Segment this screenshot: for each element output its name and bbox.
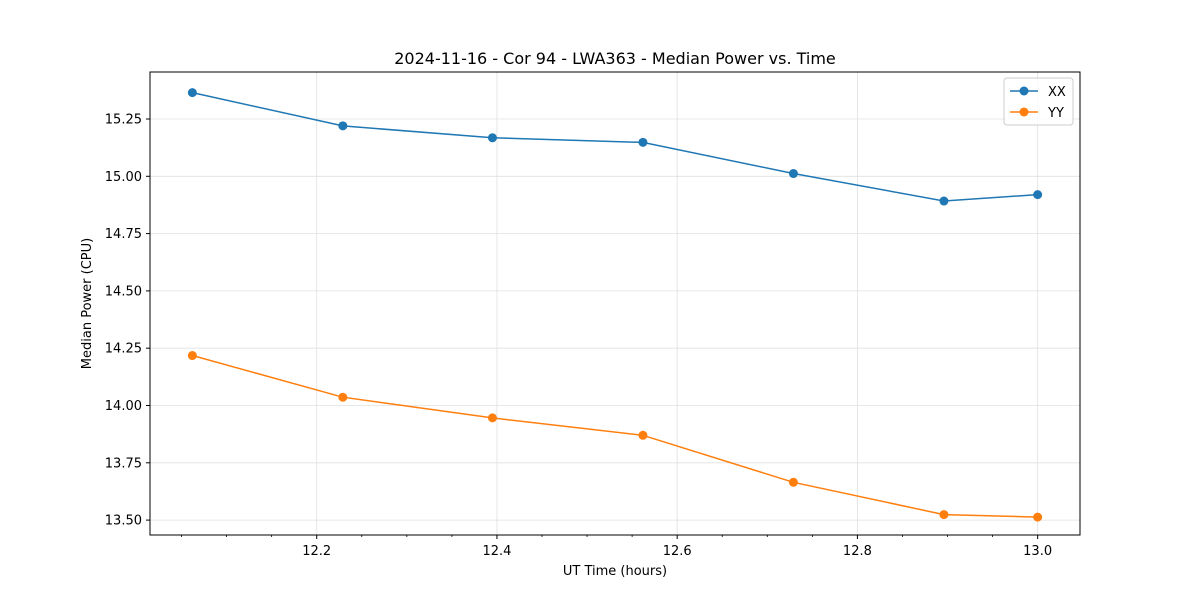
chart-title: 2024-11-16 - Cor 94 - LWA363 - Median Po… [394, 49, 836, 68]
y-tick-label: 14.50 [105, 284, 142, 299]
legend-label-xx: XX [1048, 85, 1066, 100]
data-point-yy [1033, 512, 1043, 522]
x-axis-label: UT Time (hours) [563, 564, 667, 579]
x-axis: 12.2 12.4 12.6 12.8 13.0 [181, 535, 1052, 559]
data-point-yy [788, 477, 798, 487]
data-point-xx [487, 133, 497, 143]
data-point-xx [788, 169, 798, 179]
data-point-xx [939, 196, 949, 206]
data-point-xx [338, 121, 348, 131]
plot-area [149, 71, 1081, 536]
data-point-xx [187, 88, 197, 98]
series-layer [187, 88, 1043, 522]
legend-label-yy: YY [1047, 106, 1064, 121]
data-point-xx [1033, 190, 1043, 200]
legend-swatch-marker-yy [1019, 107, 1029, 117]
data-point-yy [638, 430, 648, 440]
x-tick-label: 12.2 [302, 544, 331, 559]
x-tick-label: 12.4 [482, 544, 511, 559]
data-point-yy [939, 510, 949, 520]
y-tick-label: 15.00 [105, 170, 142, 185]
data-point-yy [487, 413, 497, 423]
legend: XX YY [1003, 77, 1074, 126]
x-tick-label: 12.6 [663, 544, 692, 559]
data-point-yy [187, 351, 197, 361]
legend-swatch-marker-xx [1019, 86, 1029, 96]
y-tick-label: 13.75 [105, 456, 142, 471]
x-tick-label: 12.8 [843, 544, 872, 559]
y-tick-label: 14.25 [105, 342, 142, 357]
y-tick-label: 14.00 [105, 399, 142, 414]
y-axis: 13.50 13.75 14.00 14.25 14.50 14.75 15.00 15.25 [105, 112, 150, 529]
y-axis-label: Median Power (CPU) [80, 238, 95, 369]
y-tick-label: 14.75 [105, 227, 142, 242]
data-point-yy [338, 392, 348, 402]
y-tick-label: 15.25 [105, 112, 142, 127]
x-tick-label: 13.0 [1023, 544, 1052, 559]
data-point-xx [638, 137, 648, 147]
y-tick-label: 13.50 [105, 514, 142, 529]
